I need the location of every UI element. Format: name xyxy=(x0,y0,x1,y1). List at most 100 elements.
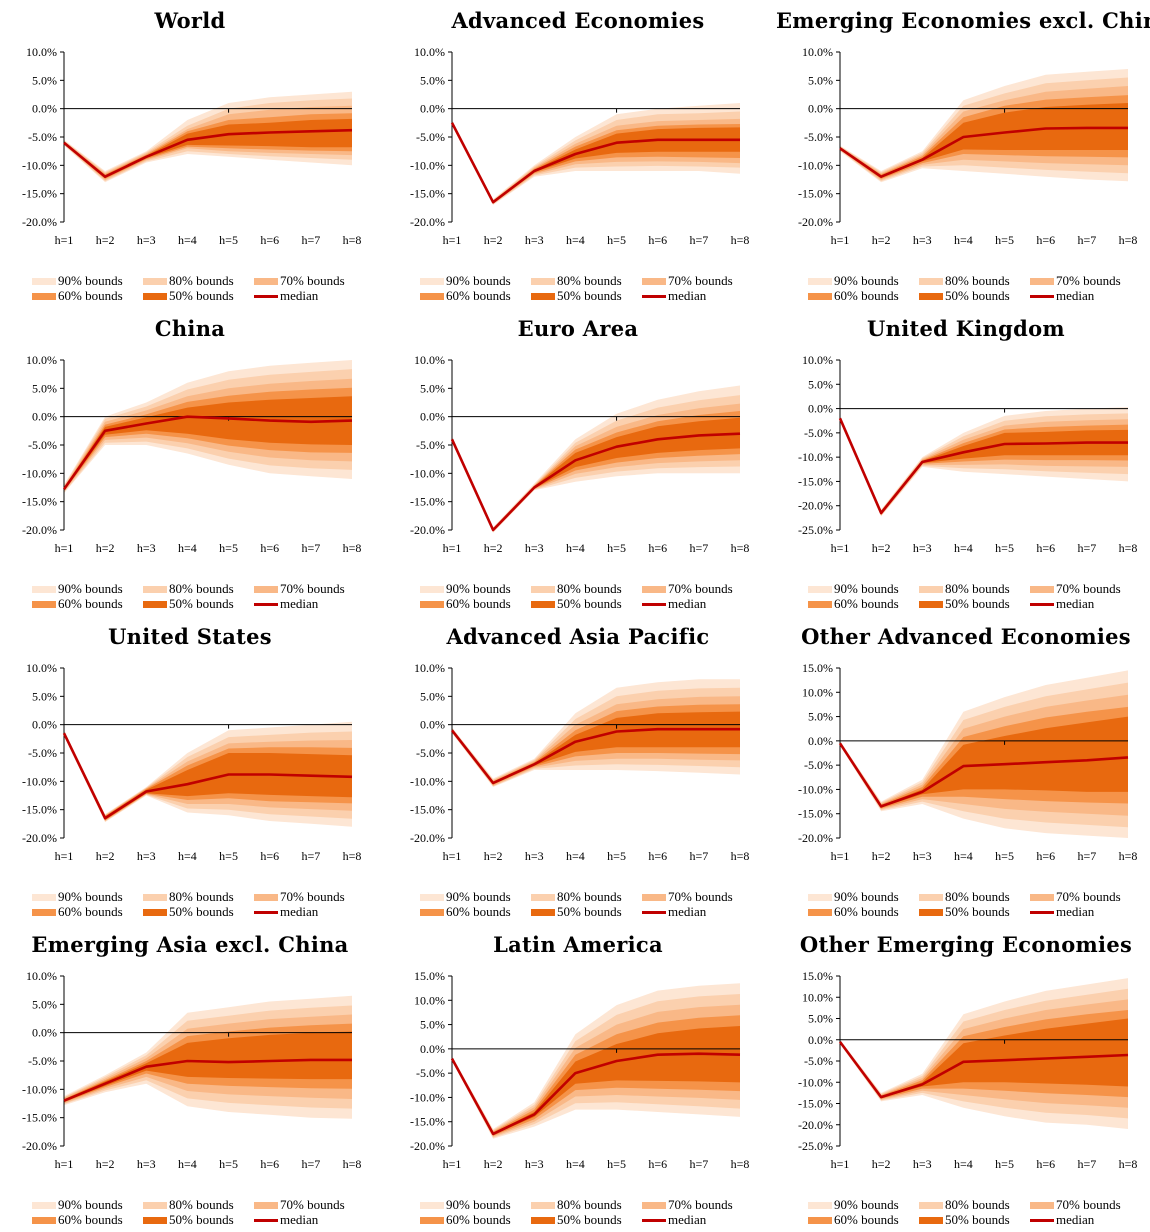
x-tick-label: h=1 xyxy=(831,849,850,863)
y-tick-label: -10.0% xyxy=(798,158,833,172)
x-tick-label: h=7 xyxy=(1077,233,1096,247)
x-tick-label: h=4 xyxy=(566,541,585,555)
y-tick-label: 5.0% xyxy=(808,377,833,391)
x-tick-label: h=5 xyxy=(607,541,626,555)
chart-plot: 10.0% 5.0% 0.0% -5.0% -10.0% -15.0% -20.0% h=1 h… xyxy=(22,969,361,1171)
legend-label: 70% bounds xyxy=(280,581,345,596)
legend-label: 70% bounds xyxy=(1056,889,1121,904)
legend-label: 70% bounds xyxy=(668,889,733,904)
legend-label: 90% bounds xyxy=(446,1197,511,1212)
legend-label: 50% bounds xyxy=(169,288,234,303)
legend-line-swatch xyxy=(642,1219,666,1222)
x-tick-label: h=8 xyxy=(343,849,362,863)
x-tick-label: h=7 xyxy=(1077,849,1096,863)
legend-label: 90% bounds xyxy=(446,581,511,596)
x-tick-label: h=1 xyxy=(55,849,74,863)
legend-label: 70% bounds xyxy=(668,581,733,596)
legend-label: 70% bounds xyxy=(1056,273,1121,288)
y-tick-label: -5.0% xyxy=(416,130,445,144)
x-tick-label: h=5 xyxy=(995,849,1014,863)
chart-title: Euro Area xyxy=(517,316,639,341)
y-tick-label: 5.0% xyxy=(420,73,445,87)
x-tick-label: h=2 xyxy=(872,1157,891,1171)
x-tick-label: h=2 xyxy=(96,233,115,247)
x-tick-label: h=1 xyxy=(831,541,850,555)
y-tick-label: 10.0% xyxy=(414,993,445,1007)
chart-title: Other Emerging Economies xyxy=(799,932,1133,957)
chart-plot: 10.0% 5.0% 0.0% -5.0% -10.0% -15.0% -20.0% h=1 h… xyxy=(22,353,361,555)
legend-label: 60% bounds xyxy=(58,1212,123,1227)
x-tick-label: h=2 xyxy=(872,541,891,555)
legend-swatch xyxy=(808,278,832,285)
x-tick-label: h=1 xyxy=(55,233,74,247)
y-tick-label: -5.0% xyxy=(804,130,833,144)
x-tick-label: h=8 xyxy=(731,1157,750,1171)
legend-swatch xyxy=(1030,1202,1054,1209)
legend-line-swatch xyxy=(254,295,278,298)
y-tick-label: -20.0% xyxy=(410,831,445,845)
legend-label: 80% bounds xyxy=(945,889,1010,904)
chart-panel: Advanced Economies 10.0% 5.0% 0.0% -5.0% -10.… xyxy=(388,0,768,308)
x-tick-label: h=5 xyxy=(995,1157,1014,1171)
x-tick-label: h=8 xyxy=(1119,849,1138,863)
legend-label: 90% bounds xyxy=(834,273,899,288)
chart-plot: 10.0% 5.0% 0.0% -5.0% -10.0% -15.0% -20.0% h=1 h… xyxy=(410,45,749,247)
legend-line-swatch xyxy=(1030,295,1054,298)
y-tick-label: -5.0% xyxy=(804,1054,833,1068)
legend-label: 90% bounds xyxy=(58,1197,123,1212)
legend-swatch xyxy=(919,894,943,901)
legend-swatch xyxy=(1030,894,1054,901)
y-tick-label: -15.0% xyxy=(798,807,833,821)
x-tick-label: h=4 xyxy=(178,849,197,863)
y-tick-label: -20.0% xyxy=(22,523,57,537)
legend-swatch xyxy=(32,601,56,608)
legend-swatch xyxy=(919,1217,943,1224)
legend-swatch xyxy=(808,909,832,916)
y-tick-label: -10.0% xyxy=(410,158,445,172)
legend-swatch xyxy=(808,293,832,300)
x-tick-label: h=6 xyxy=(260,849,279,863)
y-tick-label: -15.0% xyxy=(410,495,445,509)
x-tick-label: h=2 xyxy=(484,233,503,247)
legend-label: 50% bounds xyxy=(945,1212,1010,1227)
legend: 90% bounds 80% bounds 70% bounds 60% bounds… xyxy=(32,274,372,306)
legend-swatch xyxy=(143,1202,167,1209)
x-tick-label: h=6 xyxy=(1036,233,1055,247)
legend-swatch xyxy=(642,1202,666,1209)
y-tick-label: -5.0% xyxy=(416,1066,445,1080)
legend-swatch xyxy=(531,1202,555,1209)
legend-line-swatch xyxy=(642,295,666,298)
median-line xyxy=(839,126,1128,178)
x-tick-label: h=5 xyxy=(995,233,1014,247)
chart-panel: Advanced Asia Pacific 10.0% 5.0% 0.0% -5.0% -… xyxy=(388,616,768,924)
x-tick-label: h=2 xyxy=(484,849,503,863)
y-tick-label: -20.0% xyxy=(22,1139,57,1153)
y-tick-label: -5.0% xyxy=(804,758,833,772)
chart-plot: 10.0% 5.0% 0.0% -5.0% -10.0% -15.0% -20.0% h=1 h… xyxy=(22,661,362,863)
legend-swatch xyxy=(808,894,832,901)
x-tick-label: h=6 xyxy=(648,233,667,247)
y-tick-label: 5.0% xyxy=(808,710,833,724)
median-line xyxy=(450,122,740,204)
legend-swatch xyxy=(143,278,167,285)
legend: 90% bounds 80% bounds 70% bounds 60% bounds… xyxy=(32,1198,372,1230)
x-tick-label: h=7 xyxy=(689,1157,708,1171)
legend-label: 80% bounds xyxy=(169,581,234,596)
legend-swatch xyxy=(32,894,56,901)
y-tick-label: -5.0% xyxy=(804,426,833,440)
legend-label: 60% bounds xyxy=(58,596,123,611)
legend-label: 90% bounds xyxy=(58,889,123,904)
chart-panel: Other Advanced Economies 15.0% 10.0% 5.0% 0.… xyxy=(776,616,1150,924)
legend-label: 70% bounds xyxy=(1056,581,1121,596)
legend-swatch xyxy=(143,586,167,593)
x-tick-label: h=4 xyxy=(178,541,197,555)
x-tick-label: h=5 xyxy=(607,233,626,247)
median-line xyxy=(838,417,1128,515)
x-tick-label: h=6 xyxy=(1036,1157,1055,1171)
x-tick-label: h=2 xyxy=(872,849,891,863)
y-tick-label: -5.0% xyxy=(28,130,57,144)
median-line xyxy=(838,742,1129,808)
x-tick-label: h=7 xyxy=(301,541,320,555)
legend-label: 80% bounds xyxy=(169,889,234,904)
legend-line-swatch xyxy=(254,1219,278,1222)
